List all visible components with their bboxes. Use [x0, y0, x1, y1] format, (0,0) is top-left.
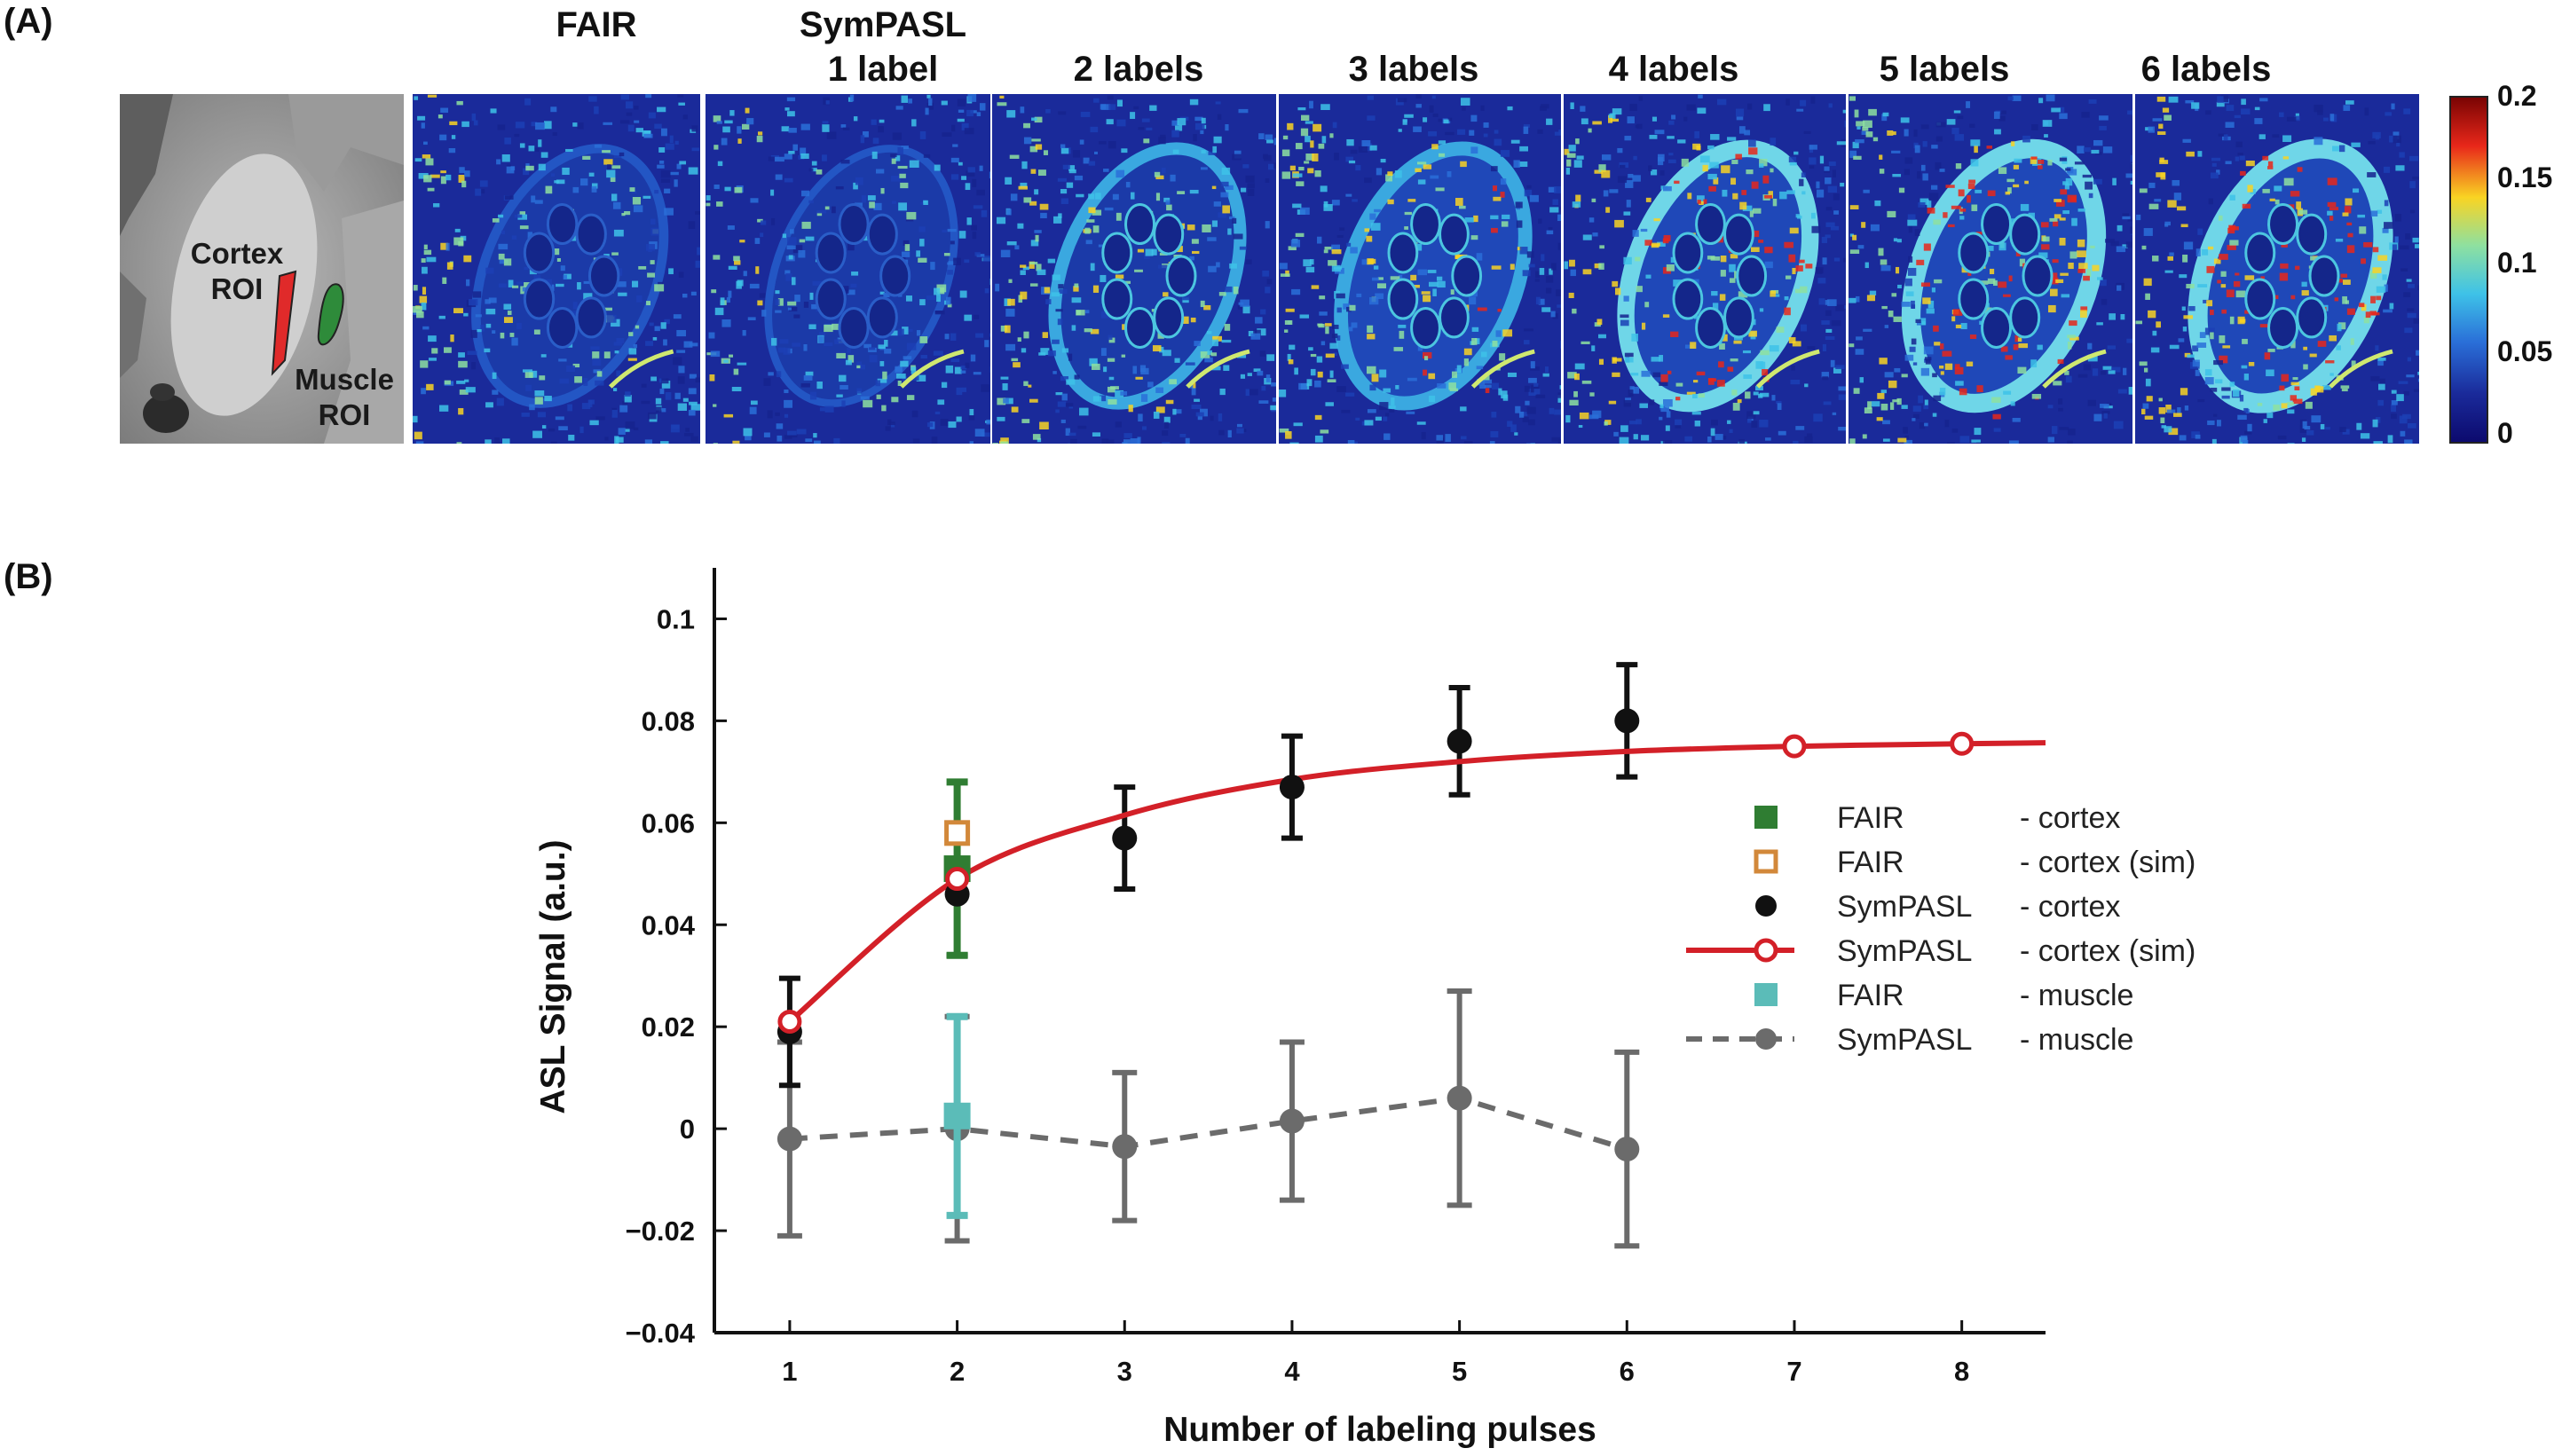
point-sympasl-muscle: [1112, 1134, 1138, 1160]
series-line: [789, 1095, 1628, 1152]
y-tick-label: 0.08: [642, 705, 695, 736]
point-sympasl-cortex: [1447, 728, 1472, 754]
colorbar-tick-0-15: 0.15: [2497, 161, 2553, 193]
point-fair-cortex-sim: [944, 820, 971, 846]
point-sympasl-cortex: [1614, 708, 1640, 734]
legend-label: SymPASL: [1837, 890, 1972, 924]
panel-b-label: (B): [4, 557, 53, 596]
y-tick-label: 0.02: [642, 1011, 695, 1043]
legend-label-suffix: - cortex (sim): [2020, 846, 2195, 879]
legend-label-suffix: - muscle: [2020, 1023, 2133, 1057]
colorbar-tick-0: 0: [2497, 417, 2513, 449]
col-title-5-labels: 5 labels: [1879, 50, 2010, 89]
x-tick-label: 8: [1954, 1356, 1969, 1387]
col-title-fair: FAIR: [556, 5, 637, 44]
perfusion-map-5-labels: [1849, 94, 2132, 444]
legend-marker: [1754, 938, 1778, 963]
anatomical-image: [120, 94, 404, 444]
x-tick-label: 5: [1452, 1356, 1467, 1387]
legend-marker: [1755, 895, 1777, 917]
point-sympasl-muscle: [1279, 1108, 1305, 1134]
muscle-roi-label-line2: ROI: [318, 398, 371, 431]
y-tick-label: 0.04: [642, 909, 696, 940]
col-title-2-labels: 2 labels: [1073, 50, 1204, 89]
point-sympasl-cortex-sim: [777, 1009, 802, 1034]
legend-marker: [1755, 1028, 1777, 1050]
col-title-1-label: 1 label: [827, 50, 939, 89]
colorbar-tick-0-1: 0.1: [2497, 247, 2537, 279]
point-fair-muscle: [943, 1102, 971, 1129]
legend-marker: [1754, 806, 1778, 829]
x-axis-label: Number of labeling pulses: [1163, 1411, 1596, 1449]
x-tick-label: 2: [950, 1356, 965, 1387]
col-title-sympasl: SymPASL: [799, 5, 967, 44]
point-sympasl-muscle: [1614, 1137, 1640, 1162]
point-sympasl-cortex: [1112, 825, 1138, 851]
x-tick-label: 7: [1786, 1356, 1801, 1387]
colorbar-tick-0-2: 0.2: [2497, 80, 2537, 112]
legend-label-suffix: - cortex: [2020, 801, 2120, 835]
panel-a-label: (A): [4, 2, 53, 41]
legend-label-suffix: - cortex (sim): [2020, 934, 2195, 968]
legend-label: SymPASL: [1837, 1023, 1972, 1057]
perfusion-map-fair: [413, 94, 700, 444]
x-tick-label: 6: [1620, 1356, 1635, 1387]
point-sympasl-muscle: [1447, 1085, 1472, 1111]
colorbar: [2449, 96, 2488, 444]
perfusion-map-3-labels: [1279, 94, 1561, 444]
legend-label: FAIR: [1837, 846, 1904, 879]
x-tick-label: 3: [1117, 1356, 1132, 1387]
cortex-roi-label: Cortex ROI: [170, 236, 303, 307]
y-tick-label: −0.02: [626, 1216, 695, 1247]
x-tick-label: 4: [1284, 1356, 1300, 1387]
col-title-4-labels: 4 labels: [1608, 50, 1739, 89]
legend-label: FAIR: [1837, 979, 1904, 1012]
col-title-6-labels: 6 labels: [2140, 50, 2272, 89]
point-sympasl-cortex-sim: [945, 867, 970, 892]
cortex-roi-label-line2: ROI: [210, 272, 264, 305]
legend-label: SymPASL: [1837, 934, 1972, 968]
legend-label-suffix: - muscle: [2020, 979, 2133, 1012]
y-axis-label: ASL Signal (a.u.): [534, 839, 572, 1114]
point-sympasl-muscle: [776, 1126, 802, 1152]
cortex-roi-label-line1: Cortex: [190, 237, 284, 270]
perfusion-map-2-labels: [992, 94, 1276, 444]
x-tick-label: 1: [782, 1356, 797, 1387]
y-tick-label: −0.04: [626, 1318, 696, 1349]
y-tick-label: 0: [680, 1114, 695, 1145]
y-tick-label: 0.1: [657, 603, 695, 634]
legend-marker: [1754, 849, 1778, 874]
y-tick-label: 0.06: [642, 807, 695, 838]
perfusion-map-4-labels: [1564, 94, 1846, 444]
point-sympasl-cortex: [1279, 775, 1305, 800]
perfusion-map-1-label: [706, 94, 990, 444]
muscle-roi-label-line1: Muscle: [295, 363, 394, 396]
muscle-roi-label: Muscle ROI: [282, 362, 406, 433]
point-sympasl-cortex-sim: [1782, 734, 1807, 759]
legend-label: FAIR: [1837, 801, 1904, 835]
legend-marker: [1754, 983, 1778, 1006]
point-sympasl-cortex-sim: [1950, 731, 1975, 756]
perfusion-map-6-labels: [2135, 94, 2419, 444]
colorbar-tick-0-05: 0.05: [2497, 335, 2553, 367]
legend-label-suffix: - cortex: [2020, 890, 2120, 924]
col-title-3-labels: 3 labels: [1348, 50, 1479, 89]
